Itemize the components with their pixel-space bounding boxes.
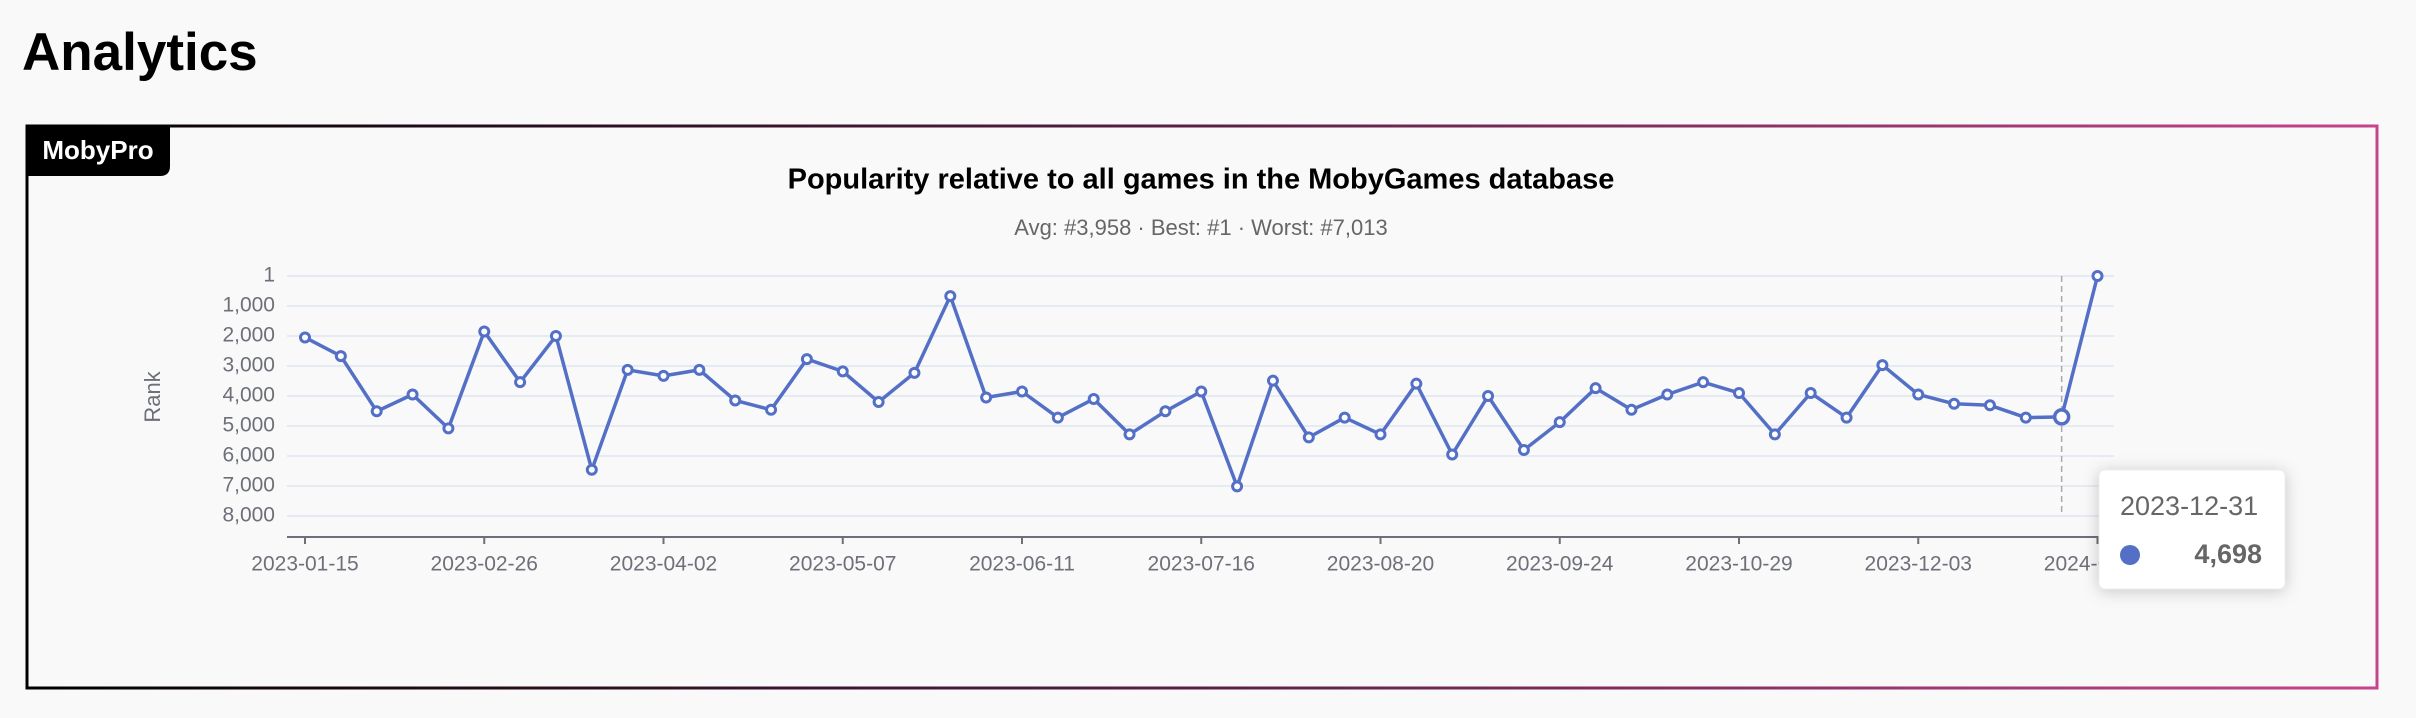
badge (26, 125, 170, 176)
point (549, 329, 562, 342)
point (908, 366, 921, 379)
x-tick-label: 2023-01-15 (251, 553, 358, 576)
y-tick-label: 4,000 (222, 384, 275, 407)
frame (25, 124, 2379, 690)
point (1697, 376, 1710, 389)
point (1338, 411, 1351, 424)
point (657, 369, 670, 382)
x-tick-label: 2023-04-02 (610, 553, 717, 576)
point (478, 325, 491, 338)
point (1302, 431, 1315, 444)
point (800, 353, 813, 366)
chart-title: Popularity relative to all games in the … (788, 164, 1615, 196)
point (406, 388, 419, 401)
point (1410, 377, 1423, 390)
x-tick-label: 2023-02-26 (431, 553, 538, 576)
point (1589, 382, 1602, 395)
page-title: Analytics (22, 23, 258, 82)
point (765, 403, 778, 416)
x-tick-label: 2023-08-20 (1327, 553, 1434, 576)
point (944, 290, 957, 303)
point (1948, 397, 1961, 410)
tooltip: 2023-12-31 4,698 (2098, 469, 2286, 590)
point (1159, 405, 1172, 418)
tooltip-value: 4,698 (2194, 539, 2262, 569)
point (1840, 411, 1853, 424)
y-tick-label: 2,000 (222, 324, 275, 347)
point (1804, 386, 1817, 399)
y-tick-label: 3,000 (222, 354, 275, 377)
point (1768, 428, 1781, 441)
point (1051, 411, 1064, 424)
point (1661, 388, 1674, 401)
y-tick-label: 8,000 (222, 504, 275, 527)
x-tick-label: 2023-07-16 (1148, 553, 1255, 576)
y-axis-label: Rank (140, 370, 165, 422)
point (370, 405, 383, 418)
x-tick-label: 2023-09-24 (1506, 553, 1614, 576)
point (872, 395, 885, 408)
point (1482, 389, 1495, 402)
point (1553, 416, 1566, 429)
tooltip-dot (2120, 545, 2140, 565)
point (442, 422, 455, 435)
point (1016, 385, 1028, 398)
badge-label: MobyPro (42, 135, 153, 165)
point (1123, 428, 1136, 441)
x-tick-label: 2023-06-11 (969, 553, 1075, 576)
point (2019, 411, 2032, 424)
point (1087, 392, 1100, 405)
point (729, 394, 742, 407)
point (1625, 403, 1638, 416)
point (836, 365, 849, 378)
point (1231, 480, 1244, 493)
x-tick-label: 2023-05-07 (789, 553, 896, 576)
point (2091, 270, 2104, 282)
y-tick-label: 6,000 (222, 444, 275, 467)
point (514, 376, 527, 389)
y-tick-label: 5,000 (222, 414, 275, 437)
point (299, 331, 311, 344)
point (585, 463, 598, 476)
point (1266, 374, 1279, 387)
point (693, 363, 706, 376)
highlight-point (2052, 408, 2071, 426)
chart-subtitle: Avg: #3,958 · Best: #1 · Worst: #7,013 (1014, 215, 1387, 240)
point (1195, 385, 1208, 398)
point (1517, 443, 1530, 456)
x-tick-label: 2023-12-03 (1865, 553, 1972, 576)
point (1912, 388, 1925, 401)
x-tick-label: 2023-10-29 (1685, 553, 1792, 576)
point (1983, 399, 1996, 412)
tooltip-date: 2023-12-31 (2120, 491, 2258, 521)
point (980, 391, 993, 404)
point (334, 350, 347, 363)
point (1446, 448, 1459, 461)
point (1374, 428, 1387, 441)
tooltip-box (2098, 469, 2286, 590)
y-tick-label: 7,000 (222, 474, 275, 497)
y-tick-label: 1,000 (222, 294, 275, 317)
line (304, 275, 2100, 489)
point (1876, 359, 1889, 372)
point (621, 363, 634, 376)
y-tick-label: 1 (263, 264, 275, 287)
point (1733, 386, 1745, 399)
